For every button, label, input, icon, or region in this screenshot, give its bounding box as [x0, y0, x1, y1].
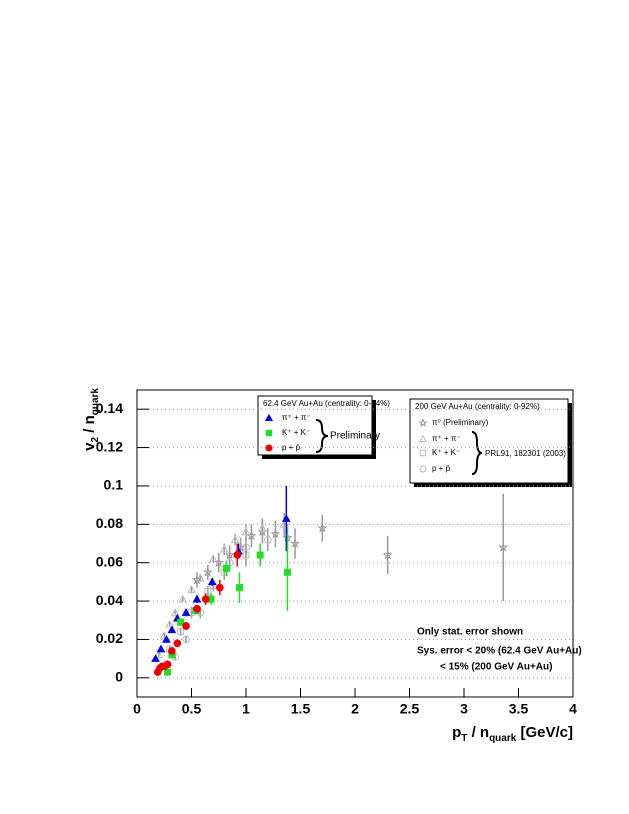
marker	[283, 568, 291, 576]
marker	[281, 514, 291, 522]
marker	[230, 535, 240, 543]
marker	[208, 554, 218, 563]
x-tick-label: 0	[133, 701, 141, 717]
axis-title-part: [GeV/c]	[516, 724, 573, 741]
marker	[156, 644, 166, 653]
marker	[258, 523, 267, 532]
legend-label: π⁺ + π⁻	[432, 434, 461, 443]
x-tick-label: 3.5	[509, 701, 529, 717]
y-tick-label: 0	[115, 669, 123, 685]
y-tick-label: 0.1	[104, 477, 124, 493]
y-tick-label: 0.06	[96, 553, 123, 569]
x-tick-label: 1	[242, 701, 250, 717]
legend-title: 200 GeV Au+Au (centrality: 0-92%)	[415, 402, 540, 411]
legend-label: K⁺ + K⁻	[282, 428, 310, 437]
legend-marker	[418, 418, 428, 428]
legend-label: p + p̄	[432, 464, 451, 473]
marker	[192, 594, 202, 603]
legend-group-label: Preliminary	[330, 431, 380, 442]
legend-label: π⁺ + π⁻	[282, 413, 311, 422]
marker	[498, 542, 509, 552]
marker	[289, 538, 301, 548]
x-tick-label: 4	[569, 701, 577, 717]
marker	[164, 668, 171, 676]
marker	[193, 604, 201, 613]
marker	[201, 595, 210, 603]
legend-marker	[265, 444, 273, 452]
marker	[233, 551, 242, 559]
marker	[317, 522, 328, 533]
legend-box	[257, 395, 373, 456]
y-tick-label: 0.04	[96, 592, 123, 608]
marker	[177, 618, 185, 626]
legend-marker	[264, 413, 274, 422]
marker	[162, 634, 171, 643]
legend-box	[409, 398, 569, 484]
marker	[181, 608, 191, 616]
legend-group-label: PRL91, 182301 (2003)	[485, 449, 566, 458]
marker	[195, 573, 205, 582]
legend-marker	[419, 449, 427, 457]
marker	[154, 650, 164, 659]
x-tick-label: 0.5	[182, 701, 202, 717]
axis-title-part: / n	[81, 415, 98, 437]
marker	[182, 635, 190, 644]
legend-marker	[418, 434, 428, 443]
y-tick-label: 0.02	[96, 630, 123, 646]
marker	[216, 583, 224, 592]
legend-label: K⁺ + K⁻	[432, 448, 460, 457]
annotation: Sys. error < 20% (62.4 GeV Au+Au)	[417, 646, 582, 657]
axis-title-part: / n	[467, 724, 489, 741]
legend-label: π⁰ (Preliminary)	[432, 418, 489, 427]
marker	[182, 622, 190, 630]
legend-label: p + p̄	[282, 443, 301, 452]
marker	[178, 594, 188, 603]
legend-title: 62.4 GeV Au+Au (centrality: 0-84%)	[263, 399, 390, 408]
marker	[159, 631, 169, 639]
axis-title-part: quark	[90, 388, 101, 416]
axis-title-part: p	[452, 724, 461, 741]
axis-title-part: 2	[90, 436, 101, 442]
marker	[202, 566, 213, 577]
marker	[204, 587, 212, 595]
marker	[222, 564, 230, 572]
marker	[242, 543, 250, 552]
axis-title-part: quark	[489, 733, 517, 744]
marker	[263, 535, 272, 544]
axis-title-part: T	[461, 733, 467, 744]
marker	[241, 527, 251, 536]
axis-title-part: v	[81, 442, 98, 451]
marker	[173, 639, 182, 648]
marker	[177, 628, 185, 636]
marker	[235, 584, 243, 592]
y-axis-title: v2 / nquark	[81, 388, 101, 451]
marker	[165, 619, 175, 628]
legend-brace	[471, 431, 483, 475]
marker	[187, 585, 196, 593]
x-tick-label: 3	[460, 701, 468, 717]
legend-marker	[265, 429, 273, 437]
annotation: < 15% (200 GeV Au+Au)	[440, 662, 552, 673]
marker	[219, 544, 229, 553]
y-tick-label: 0.08	[96, 515, 123, 531]
annotation: Only stat. error shown	[417, 627, 523, 638]
marker	[163, 660, 172, 669]
marker	[170, 608, 180, 616]
marker	[168, 647, 176, 655]
y-tick-label: 0.12	[96, 438, 123, 454]
marker	[207, 577, 217, 586]
x-tick-label: 2.5	[400, 701, 420, 717]
x-tick-label: 1.5	[291, 701, 311, 717]
marker	[151, 654, 160, 662]
x-axis-title: pT / nquark [GeV/c]	[452, 724, 573, 744]
marker	[256, 551, 264, 559]
y-tick-label: 0.14	[96, 400, 123, 416]
legend-marker	[419, 465, 427, 473]
marker	[167, 625, 177, 634]
marker	[270, 528, 281, 539]
x-tick-label: 2	[351, 701, 359, 717]
marker	[382, 549, 393, 560]
